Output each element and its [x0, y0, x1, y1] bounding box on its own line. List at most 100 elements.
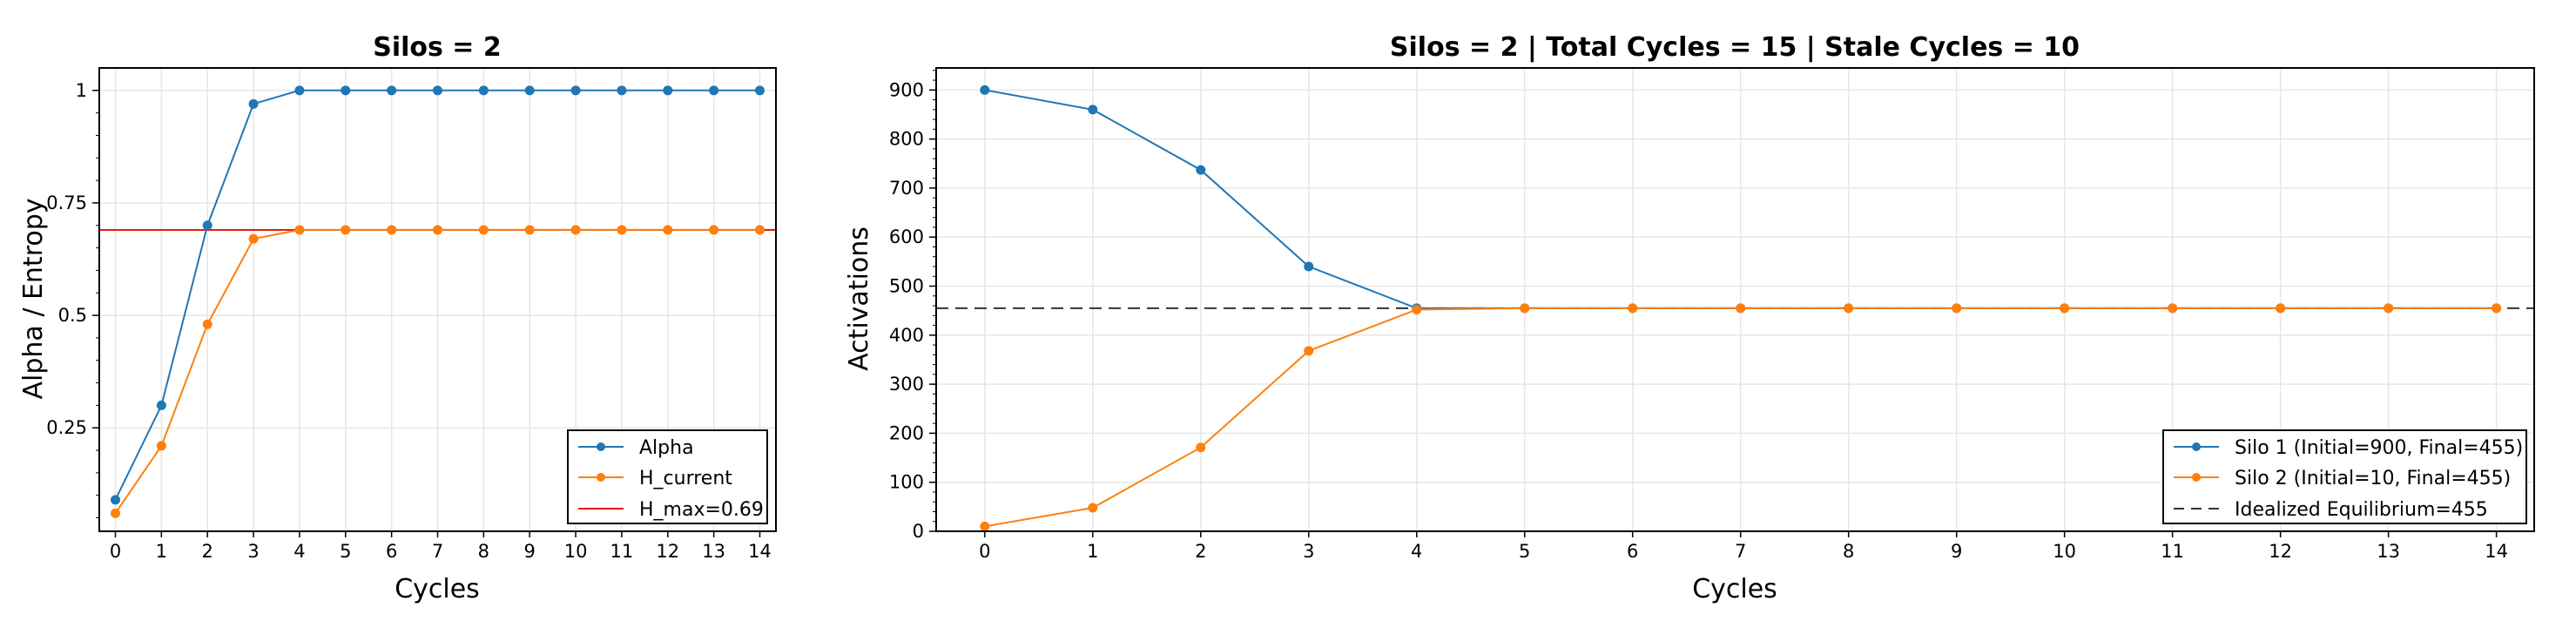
legend: Alpha H_current H_max=0.69 — [567, 429, 768, 524]
data-point — [524, 225, 535, 235]
data-point — [2492, 303, 2502, 314]
data-point — [294, 225, 305, 235]
legend-box — [2162, 429, 2527, 524]
x-tick-label: 11 — [2161, 541, 2184, 562]
data-point — [1520, 303, 1530, 314]
data-point — [478, 85, 489, 96]
series-layer — [980, 84, 2502, 531]
x-tick-label: 4 — [293, 541, 305, 562]
data-point — [433, 85, 442, 96]
axis-ticks: 0 1 2 3 4 5 6 7 8 9 10 11 12 13 1401002003004005006007… — [889, 70, 2508, 562]
y-tick-label: 0.25 — [46, 417, 87, 438]
chart-title: Silos = 2 | Total Cycles = 15 | Stale Cy… — [1390, 32, 2080, 63]
data-point — [1952, 303, 1962, 314]
x-tick-label: 0 — [110, 541, 121, 562]
legend-entry-h-max: H_max=0.69 — [578, 499, 764, 521]
data-point — [341, 85, 351, 96]
x-tick-label: 0 — [979, 541, 990, 562]
legend-label: Alpha — [639, 437, 694, 459]
data-point — [1196, 442, 1206, 453]
y-tick-label: 800 — [889, 129, 924, 150]
y-axis-label: Alpha / Entropy — [18, 198, 49, 399]
x-tick-label: 14 — [2485, 541, 2508, 562]
data-point — [111, 508, 120, 518]
x-tick-label: 12 — [2269, 541, 2292, 562]
data-point — [111, 495, 120, 505]
y-tick-label: 200 — [889, 422, 924, 443]
data-point — [663, 85, 673, 96]
legend-entry-alpha: Alpha — [578, 437, 694, 459]
data-point — [248, 233, 259, 244]
y-tick-label: 0.75 — [46, 192, 87, 213]
legend: Silo 1 (Initial=900, Final=455) Silo 2 (… — [2162, 429, 2527, 524]
series-layer — [111, 85, 765, 518]
x-tick-label: 13 — [702, 541, 725, 562]
data-point — [156, 400, 166, 410]
data-point — [1088, 503, 1098, 513]
data-point — [387, 225, 397, 235]
x-tick-label: 1 — [156, 541, 167, 562]
y-tick-label: 700 — [889, 178, 924, 199]
data-point — [570, 85, 581, 96]
x-tick-label: 11 — [610, 541, 634, 562]
y-tick-label: 0 — [913, 521, 924, 542]
data-point — [387, 85, 397, 96]
legend-entry-equilibrium: Idealized Equilibrium=455 — [2174, 499, 2488, 521]
data-point — [2060, 303, 2070, 314]
legend-label: H_current — [639, 468, 732, 489]
axis-ticks: 0 1 2 3 4 5 6 7 8 9 10 11 12 13 140.250.50.751 — [46, 80, 772, 562]
x-tick-label: 7 — [432, 541, 443, 562]
data-point — [755, 225, 765, 235]
data-point — [202, 220, 212, 231]
data-point — [1628, 303, 1638, 314]
x-tick-label: 3 — [247, 541, 259, 562]
data-point — [156, 441, 166, 451]
data-point — [709, 85, 719, 96]
data-point — [663, 225, 673, 235]
data-point — [980, 521, 990, 531]
y-axis-label: Activations — [844, 226, 874, 371]
legend-marker — [597, 442, 605, 451]
data-point — [709, 225, 719, 235]
data-point — [341, 225, 351, 235]
data-point — [294, 85, 305, 96]
data-point — [2168, 303, 2178, 314]
data-point — [2276, 303, 2286, 314]
data-point — [1304, 346, 1314, 356]
data-point — [1736, 303, 1746, 314]
data-point — [478, 225, 489, 235]
x-tick-label: 6 — [1627, 541, 1638, 562]
x-tick-label: 12 — [656, 541, 679, 562]
data-point — [248, 98, 259, 109]
y-tick-label: 300 — [889, 374, 924, 395]
x-axis-label: Cycles — [394, 574, 480, 604]
data-point — [1844, 303, 1854, 314]
legend-marker — [2192, 442, 2201, 451]
x-tick-label: 3 — [1303, 541, 1314, 562]
chart-activations: Silos = 2 | Total Cycles = 15 | Stale Cy… — [844, 32, 2535, 604]
x-tick-label: 4 — [1411, 541, 1422, 562]
legend-marker — [597, 473, 605, 482]
legend-entry-silo-1: Silo 1 (Initial=900, Final=455) — [2174, 437, 2523, 459]
data-point — [202, 319, 212, 329]
x-tick-label: 8 — [1843, 541, 1854, 562]
y-tick-label: 100 — [889, 472, 924, 493]
data-point — [433, 225, 442, 235]
data-point — [617, 85, 627, 96]
x-tick-label: 5 — [340, 541, 351, 562]
x-tick-label: 2 — [202, 541, 213, 562]
data-point — [570, 225, 581, 235]
y-tick-label: 400 — [889, 325, 924, 346]
data-point — [1196, 165, 1206, 175]
data-point — [1304, 261, 1314, 272]
y-tick-label: 900 — [889, 79, 924, 100]
x-tick-label: 1 — [1087, 541, 1098, 562]
legend-label: H_max=0.69 — [639, 499, 764, 521]
legend-entry-h-current: H_current — [578, 468, 732, 489]
x-tick-label: 7 — [1735, 541, 1746, 562]
x-axis-label: Cycles — [1692, 574, 1777, 604]
chart-title: Silos = 2 — [373, 32, 502, 63]
x-tick-label: 13 — [2377, 541, 2400, 562]
